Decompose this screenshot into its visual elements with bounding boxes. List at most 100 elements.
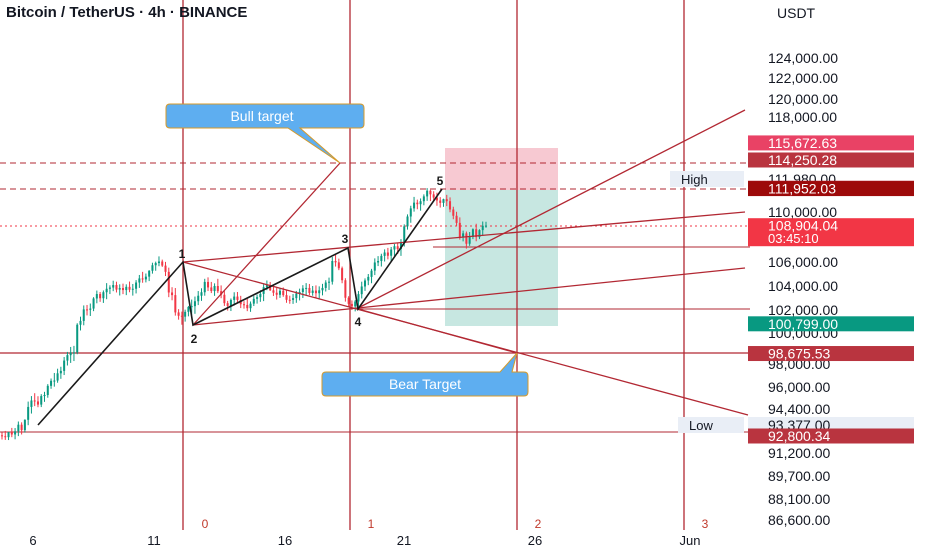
candle-body [30, 400, 33, 407]
candle-body [435, 197, 438, 201]
y-tick-label: 102,000.00 [768, 302, 838, 318]
y-tick-label: 91,200.00 [768, 445, 830, 461]
candle-body [452, 209, 455, 216]
candle-body [409, 208, 412, 217]
chart-title: Bitcoin / TetherUS · 4h · BINANCE [6, 4, 247, 21]
candle-body [403, 226, 406, 243]
candle-body [363, 280, 367, 287]
candle-body [399, 242, 402, 249]
candle-body [17, 424, 20, 432]
candle-body [481, 225, 484, 231]
risk-zone [445, 148, 558, 190]
candle-body [478, 230, 481, 238]
candle-body [125, 286, 128, 291]
candle-body [82, 309, 85, 321]
candle-body [180, 315, 183, 317]
candle-body [63, 360, 66, 371]
candle-body [386, 252, 389, 256]
candle-body [426, 190, 429, 197]
y-tick-label: 94,400.00 [768, 401, 830, 417]
candle-body [341, 268, 344, 281]
currency-label: USDT [777, 5, 816, 21]
candle-body [135, 282, 138, 289]
candle-body [377, 261, 380, 263]
candle-body [445, 199, 448, 202]
candle-body [455, 215, 458, 223]
price-tag-value: 98,675.53 [768, 346, 830, 362]
bear-callout-bubble [321, 352, 529, 397]
bear-target-callout[interactable]: Bear Target [321, 352, 529, 397]
candle-body [220, 291, 223, 295]
candle-body [282, 290, 285, 296]
candle-body [383, 252, 386, 256]
candle-body [449, 201, 452, 210]
candle-body [380, 255, 383, 261]
cycle-number-2: 2 [535, 517, 542, 531]
cycle-number-0: 0 [202, 517, 209, 531]
candle-body [154, 263, 157, 266]
candle-body [347, 297, 350, 304]
candle-body [370, 270, 373, 277]
candle-body [141, 278, 144, 280]
low-label-box [678, 417, 744, 433]
candle-body [128, 286, 131, 290]
candle-body [210, 287, 213, 292]
candle-body [229, 299, 232, 306]
price-tag-value: 111,952.03 [768, 181, 836, 197]
candle-body [167, 271, 170, 293]
upper-channel-line [182, 211, 746, 263]
candle-body [76, 324, 79, 353]
candle-body [331, 261, 334, 282]
price-tag-value: 108,904.04 [768, 218, 838, 234]
x-tick-label: 21 [397, 533, 411, 548]
candle-body [216, 286, 219, 292]
price-tag-box [748, 218, 914, 247]
bull-callout-bubble [165, 103, 365, 164]
bear-target-line [357, 308, 518, 354]
wave-label-3: 3 [342, 232, 349, 246]
candle-body [413, 202, 416, 209]
candle-body [66, 355, 69, 361]
price-tag-box [748, 346, 914, 362]
x-tick-label: 26 [528, 533, 542, 548]
candle-body [259, 293, 262, 298]
candle-body [102, 292, 105, 299]
candle-body [249, 303, 252, 309]
candle-body [334, 261, 337, 263]
candle-body [177, 312, 180, 316]
candle-body [59, 370, 62, 374]
candle-body [354, 301, 357, 307]
candle-body [184, 311, 187, 317]
price-tag-box [748, 428, 914, 444]
x-tick-label: 16 [278, 533, 292, 548]
candle-body [0, 435, 4, 437]
candle-body [92, 298, 95, 309]
candle-body [236, 296, 239, 300]
candle-body [416, 202, 419, 205]
candle-body [233, 296, 236, 300]
candle-body [272, 290, 275, 293]
candle-body [200, 292, 203, 296]
x-tick-label: 11 [147, 533, 161, 548]
price-tag-box [748, 181, 914, 197]
candle-body [288, 299, 291, 301]
candle-body [311, 290, 314, 293]
candle-body [357, 294, 360, 302]
y-axis[interactable]: 124,000.00 122,000.00 120,000.00 118,000.00… [768, 50, 838, 528]
candle-body [462, 233, 465, 238]
y-tick-label: 122,000.00 [768, 70, 838, 86]
candle-body [328, 281, 331, 283]
x-tick-label: Jun [680, 533, 701, 548]
candle-body [187, 307, 190, 312]
candle-body [246, 304, 249, 309]
y-tick-label: 120,000.00 [768, 91, 838, 107]
candle-body [367, 276, 370, 281]
cycle-number-3: 3 [702, 517, 709, 531]
candle-body [95, 294, 98, 299]
wave-label-2: 2 [191, 332, 198, 346]
bull-target-callout[interactable]: Bull target [165, 103, 365, 164]
wave-label-4: 4 [355, 315, 362, 329]
candle-body [324, 282, 327, 288]
